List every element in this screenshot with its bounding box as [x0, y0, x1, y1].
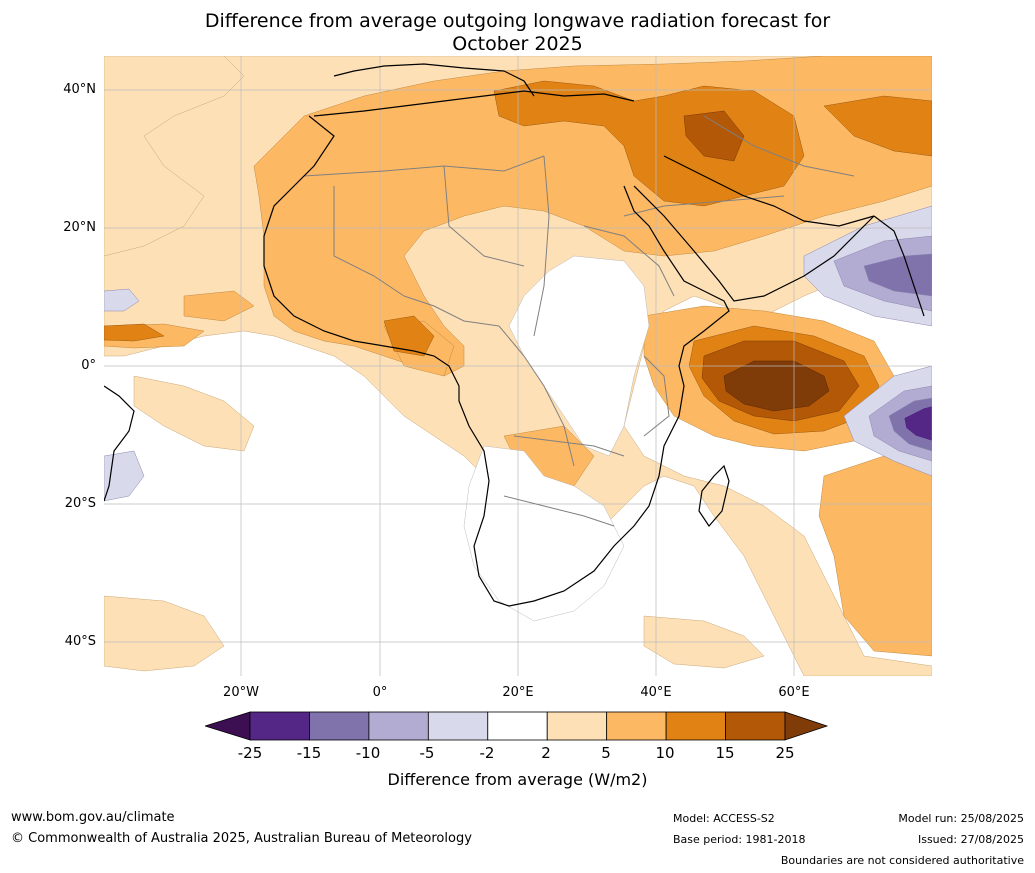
footer-website-link[interactable]: www.bom.gov.au/climate	[11, 810, 175, 825]
colorbar-tick: -5	[419, 744, 435, 762]
colorbar-extend-low	[205, 711, 251, 741]
colorbar-segment	[487, 711, 548, 741]
chart-title: Difference from average outgoing longwav…	[0, 10, 1035, 56]
lat-label-20s: 20°S	[64, 496, 96, 511]
graticule	[104, 56, 932, 676]
colorbar-tick: -15	[296, 744, 322, 762]
coastlines	[104, 63, 925, 607]
map-canvas	[104, 56, 932, 676]
footer-model-run: Model run: 25/08/2025	[898, 812, 1024, 825]
title-line-1: Difference from average outgoing longwav…	[204, 10, 831, 32]
colorbar-segment	[249, 711, 310, 741]
lon-label-20e: 20°E	[502, 685, 534, 700]
lat-label-20n: 20°N	[63, 220, 96, 235]
lon-label-0: 0°	[372, 685, 388, 700]
footer-base-period: Base period: 1981-2018	[673, 833, 806, 846]
colorbar-segment	[665, 711, 726, 741]
footer-model: Model: ACCESS-S2	[673, 812, 775, 825]
colorbar-tick: 15	[715, 744, 735, 762]
country-borders	[303, 115, 855, 527]
colorbar-segment	[368, 711, 429, 741]
colorbar-segment	[606, 711, 667, 741]
footer-copyright: © Commonwealth of Australia 2025, Austra…	[11, 831, 472, 846]
colorbar-tick: -2	[479, 744, 495, 762]
colorbar-label: Difference from average (W/m2)	[387, 770, 648, 789]
colorbar-segment	[725, 711, 786, 741]
colorbar-segment	[309, 711, 370, 741]
title-line-2: October 2025	[452, 33, 583, 55]
colorbar-tick: 2	[541, 744, 551, 762]
colorbar-tick: 10	[655, 744, 675, 762]
colorbar-tick: 5	[601, 744, 611, 762]
colorbar-segment	[546, 711, 608, 741]
lon-label-60e: 60°E	[778, 685, 810, 700]
anomaly-above-25-region	[723, 360, 830, 412]
lat-label-0: 0°	[81, 358, 96, 373]
lon-label-40e: 40°E	[640, 685, 672, 700]
footer-disclaimer: Boundaries are not considered authoritat…	[780, 854, 1024, 867]
colorbar-segment	[427, 711, 489, 741]
colorbar-tick: -25	[237, 744, 263, 762]
lon-label-20w: 20°W	[223, 685, 259, 700]
colorbar	[205, 711, 829, 741]
lat-label-40n: 40°N	[63, 82, 96, 97]
colorbar-extend-high	[784, 711, 829, 741]
footer-issued: Issued: 27/08/2025	[917, 833, 1024, 846]
colorbar-tick: -10	[355, 744, 381, 762]
colorbar-tick: 25	[775, 744, 795, 762]
lat-label-40s: 40°S	[64, 634, 96, 649]
